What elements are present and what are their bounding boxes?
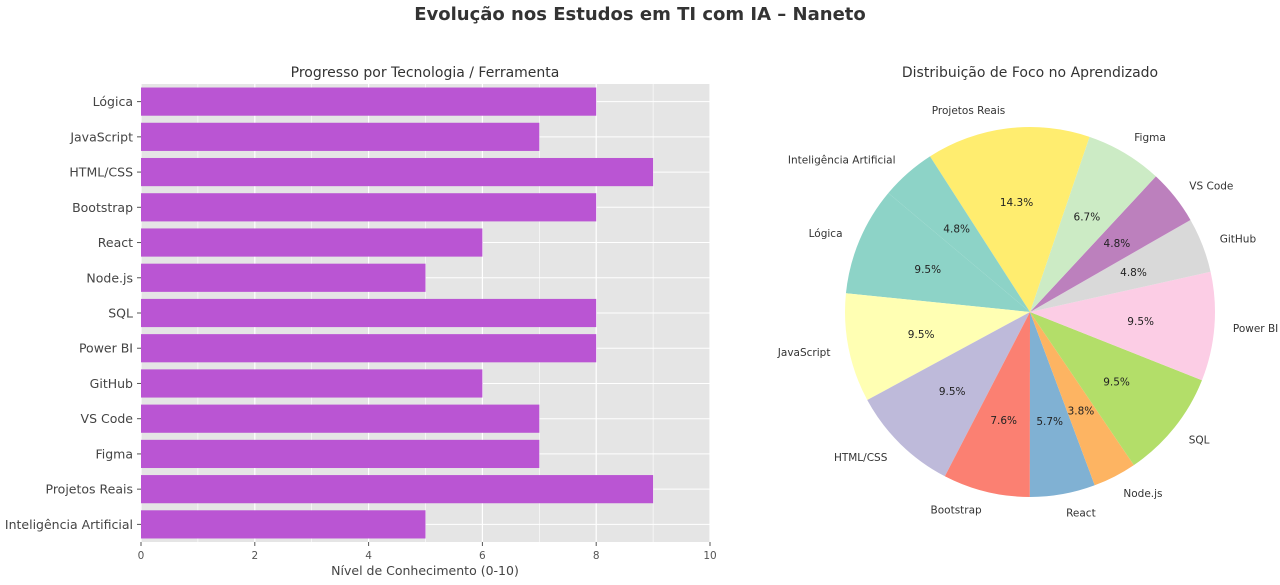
- pie-slice: [845, 193, 1030, 312]
- y-tick-label: JavaScript: [69, 129, 133, 144]
- pie-pct-label: 9.5%: [939, 386, 966, 398]
- pie-category-label: Node.js: [1123, 488, 1162, 500]
- figure-title: Evolução nos Estudos em TI com IA – Nane…: [414, 4, 866, 25]
- x-tick-label: 6: [479, 550, 486, 562]
- bar: [141, 298, 597, 328]
- y-tick-label: Figma: [95, 446, 133, 461]
- pie-pct-label: 4.8%: [1104, 238, 1131, 250]
- pie-category-label: Bootstrap: [931, 505, 983, 517]
- pie-category-label: Lógica: [809, 228, 843, 240]
- pie-slice: [1030, 271, 1216, 381]
- y-tick-label: SQL: [108, 306, 133, 321]
- bar-chart: Progresso por Tecnologia / Ferramenta Ní…: [5, 65, 717, 578]
- pie-pct-label: 5.7%: [1036, 416, 1063, 428]
- bar: [141, 87, 597, 116]
- bar: [141, 193, 597, 222]
- y-tick-label: Lógica: [93, 94, 133, 109]
- pie-slice: [1030, 312, 1202, 466]
- pie-pct-label: 7.6%: [990, 415, 1017, 427]
- pie-slice: [867, 312, 1030, 477]
- pie-pct-label: 9.5%: [908, 329, 935, 341]
- pie-pct-label: 4.8%: [1120, 267, 1147, 279]
- bar: [141, 122, 540, 151]
- pie-slice: [1030, 219, 1211, 312]
- pie-category-label: VS Code: [1189, 180, 1233, 192]
- y-tick-label: Projetos Reais: [46, 482, 134, 497]
- y-tick-label: Node.js: [86, 270, 133, 285]
- pie-category-label: React: [1066, 507, 1096, 519]
- pie-slice: [1030, 176, 1191, 312]
- pie-pct-label: 6.7%: [1074, 212, 1101, 224]
- pie-pct-label: 9.5%: [1103, 376, 1130, 388]
- pie-pct-label: 4.8%: [943, 224, 970, 236]
- y-tick-label: React: [98, 235, 133, 250]
- pie-category-label: GitHub: [1220, 233, 1257, 245]
- bar: [141, 334, 597, 363]
- bar: [141, 439, 540, 469]
- x-tick-label: 2: [251, 550, 258, 562]
- pie-slice: [888, 156, 1030, 312]
- bar-chart-xlabel: Nível de Conhecimento (0-10): [331, 563, 519, 578]
- pie-category-label: Figma: [1134, 132, 1166, 144]
- pie-pct-label: 9.5%: [914, 264, 941, 276]
- y-tick-label: GitHub: [90, 376, 133, 391]
- pie-category-label: JavaScript: [777, 347, 831, 359]
- pie-chart-title: Distribuição de Foco no Aprendizado: [902, 65, 1158, 81]
- pie-pct-label: 14.3%: [1000, 197, 1033, 209]
- pie-slice: [1030, 312, 1134, 486]
- pie-slice: [1029, 312, 1095, 497]
- bar: [141, 369, 483, 398]
- bar-chart-title: Progresso por Tecnologia / Ferramenta: [291, 65, 560, 81]
- pie-category-label: Inteligência Artificial: [788, 154, 896, 166]
- pie-slice: [845, 293, 1030, 400]
- pie-category-label: HTML/CSS: [834, 452, 888, 464]
- x-tick-label: 4: [365, 550, 372, 562]
- y-tick-label: VS Code: [81, 411, 134, 426]
- pie-pct-label: 3.8%: [1068, 406, 1095, 418]
- pie-pct-label: 9.5%: [1127, 316, 1154, 328]
- bar: [141, 228, 483, 257]
- bar: [141, 404, 540, 433]
- bar: [141, 475, 654, 504]
- y-tick-label: Power BI: [79, 341, 133, 356]
- pie-slice: [930, 127, 1090, 313]
- pie-category-label: Projetos Reais: [932, 105, 1006, 117]
- y-tick-label: HTML/CSS: [69, 165, 133, 180]
- bar: [141, 157, 654, 187]
- pie-slice: [944, 312, 1030, 497]
- pie-slice: [1030, 136, 1156, 312]
- x-tick-label: 8: [593, 550, 600, 562]
- bar: [141, 510, 426, 539]
- bar: [141, 263, 426, 292]
- x-tick-label: 10: [703, 550, 716, 562]
- pie-category-label: SQL: [1189, 434, 1210, 446]
- x-tick-label: 0: [138, 550, 145, 562]
- pie-category-label: Power BI: [1233, 323, 1278, 335]
- y-tick-label: Inteligência Artificial: [5, 517, 133, 532]
- y-tick-label: Bootstrap: [72, 200, 133, 215]
